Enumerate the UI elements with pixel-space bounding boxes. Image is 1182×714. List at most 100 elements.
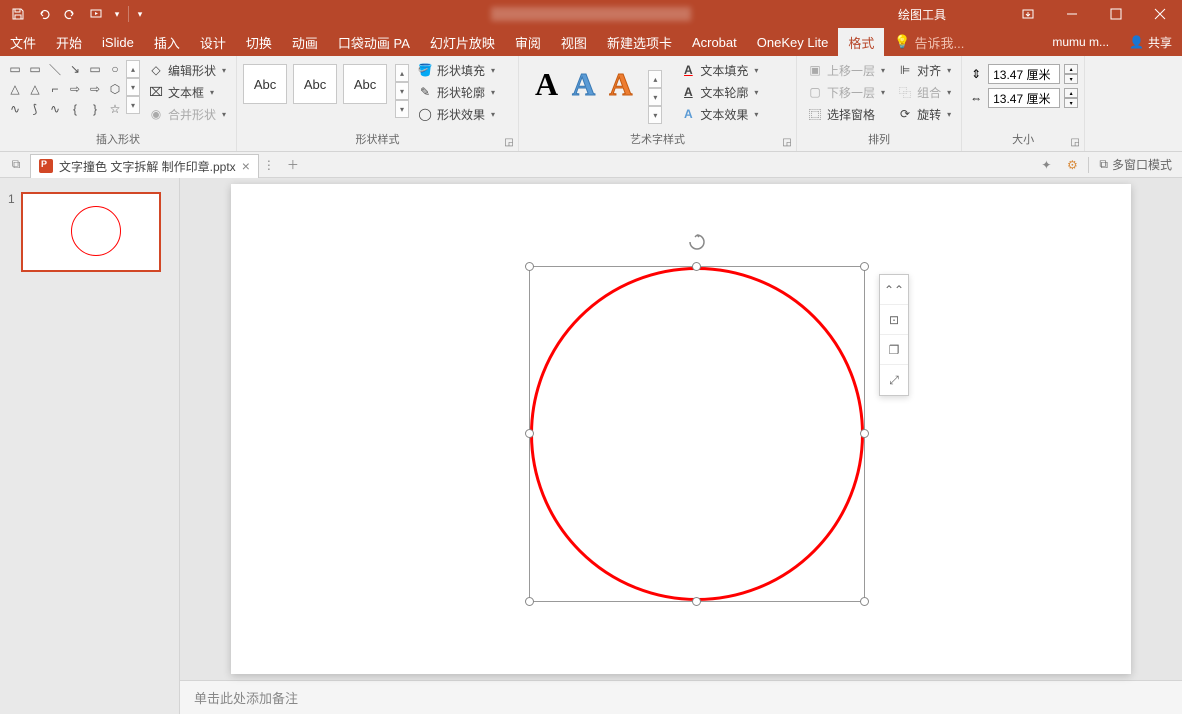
float-center-icon[interactable]: ⊡	[880, 305, 908, 335]
shape-styles-launcher-icon[interactable]: ◲	[502, 135, 516, 149]
qat-more-button[interactable]: ▾	[133, 2, 147, 26]
shape-line-icon[interactable]: ＼	[46, 60, 64, 78]
gallery-up-icon[interactable]: ▴	[126, 60, 140, 78]
style-swatch-1[interactable]: Abc	[243, 64, 287, 104]
wordart-style-3[interactable]: A	[609, 66, 632, 129]
text-box-button[interactable]: ⌧文本框▾	[144, 82, 230, 102]
handle-mr[interactable]	[860, 429, 869, 438]
style-swatch-2[interactable]: Abc	[293, 64, 337, 104]
shape-rect-icon[interactable]: ▭	[6, 60, 24, 78]
shape-tri2-icon[interactable]: △	[26, 80, 44, 98]
shape-hex-icon[interactable]: ⬡	[106, 80, 124, 98]
shape-circle-icon[interactable]: ○	[106, 60, 124, 78]
doc-tab-add-button[interactable]: ＋	[283, 155, 303, 175]
multi-window-button[interactable]: ⧉多窗口模式	[1095, 156, 1176, 173]
share-button[interactable]: 👤共享	[1119, 28, 1182, 56]
tell-me-button[interactable]: 💡告诉我...	[884, 28, 974, 56]
handle-br[interactable]	[860, 597, 869, 606]
user-name[interactable]: mumu m...	[1042, 28, 1119, 56]
shape-brace-icon[interactable]: {	[66, 100, 84, 118]
handle-tl[interactable]	[525, 262, 534, 271]
undo-button[interactable]	[32, 2, 56, 26]
maximize-button[interactable]	[1094, 0, 1138, 28]
shape-curve2-icon[interactable]: ⟆	[26, 100, 44, 118]
menu-review[interactable]: 审阅	[505, 28, 551, 56]
wordart-gallery[interactable]: A A A ▴ ▾ ▾	[525, 60, 672, 129]
wand-icon[interactable]: ✦	[1036, 155, 1056, 175]
doc-tab-close-icon[interactable]: ×	[242, 158, 250, 174]
menu-animations[interactable]: 动画	[282, 28, 328, 56]
edit-shape-button[interactable]: ◇编辑形状▾	[144, 60, 230, 80]
minimize-button[interactable]	[1050, 0, 1094, 28]
wordart-launcher-icon[interactable]: ◲	[780, 135, 794, 149]
height-input[interactable]: 13.47 厘米	[988, 64, 1060, 84]
menu-onekey[interactable]: OneKey Lite	[747, 28, 839, 56]
menu-home[interactable]: 开始	[46, 28, 92, 56]
menu-acrobat[interactable]: Acrobat	[682, 28, 747, 56]
menu-format[interactable]: 格式	[838, 28, 884, 56]
shape-elbow-icon[interactable]: ⌐	[46, 80, 64, 98]
menu-transitions[interactable]: 切换	[236, 28, 282, 56]
qat-customize-button[interactable]: ▾	[110, 2, 124, 26]
gallery-more-icon[interactable]: ▾	[126, 96, 140, 114]
handle-tr[interactable]	[860, 262, 869, 271]
shape-arrow2-icon[interactable]: ⇨	[86, 80, 104, 98]
handle-bl[interactable]	[525, 597, 534, 606]
handle-bm[interactable]	[692, 597, 701, 606]
shape-curve3-icon[interactable]: ∿	[46, 100, 64, 118]
text-fill-button[interactable]: A文本填充▾	[676, 60, 762, 80]
slide-canvas[interactable]: ⌃⌃ ⊡ ❐ ⤢	[231, 184, 1131, 674]
style-swatch-3[interactable]: Abc	[343, 64, 387, 104]
shape-arrow-icon[interactable]: ⇨	[66, 80, 84, 98]
menu-view[interactable]: 视图	[551, 28, 597, 56]
width-down-icon[interactable]: ▾	[1064, 98, 1078, 108]
circle-shape[interactable]	[530, 267, 864, 601]
slide-thumbnail[interactable]	[21, 192, 161, 272]
width-input[interactable]: 13.47 厘米	[988, 88, 1060, 108]
gallery-down-icon[interactable]: ▾	[126, 78, 140, 96]
text-effects-button[interactable]: A文本效果▾	[676, 104, 762, 124]
menu-pocket-anim[interactable]: 口袋动画 PA	[328, 28, 420, 56]
shape-rect2-icon[interactable]: ▭	[26, 60, 44, 78]
width-up-icon[interactable]: ▴	[1064, 88, 1078, 98]
close-button[interactable]	[1138, 0, 1182, 28]
float-layer-icon[interactable]: ❐	[880, 335, 908, 365]
shape-effects-button[interactable]: ◯形状效果▾	[413, 104, 499, 124]
doc-tab-menu-icon[interactable]: ⋮	[259, 158, 279, 172]
redo-button[interactable]	[58, 2, 82, 26]
float-export-icon[interactable]: ⤢	[880, 365, 908, 395]
style-up-icon[interactable]: ▴	[395, 64, 409, 82]
document-tab[interactable]: 文字撞色 文字拆解 制作印章.pptx ×	[30, 154, 259, 178]
rotate-button[interactable]: ⟳旋转▾	[893, 104, 955, 124]
rotation-handle[interactable]	[688, 233, 706, 251]
shape-line2-icon[interactable]: ↘	[66, 60, 84, 78]
style-down-icon[interactable]: ▾	[395, 82, 409, 100]
size-launcher-icon[interactable]: ◲	[1068, 135, 1082, 149]
wordart-style-1[interactable]: A	[535, 66, 558, 129]
menu-slideshow[interactable]: 幻灯片放映	[420, 28, 505, 56]
doc-home-button[interactable]: ⧉	[6, 155, 26, 175]
menu-file[interactable]: 文件	[0, 28, 46, 56]
shape-style-gallery[interactable]: Abc Abc Abc ▴ ▾ ▾	[243, 60, 409, 129]
align-button[interactable]: ⊫对齐▾	[893, 60, 955, 80]
ribbon-display-button[interactable]	[1006, 0, 1050, 28]
start-slideshow-button[interactable]	[84, 2, 108, 26]
save-button[interactable]	[6, 2, 30, 26]
shape-brace2-icon[interactable]: }	[86, 100, 104, 118]
shape-tri-icon[interactable]: △	[6, 80, 24, 98]
selection-box[interactable]	[529, 266, 865, 602]
shape-curve-icon[interactable]: ∿	[6, 100, 24, 118]
menu-new-tab[interactable]: 新建选项卡	[597, 28, 682, 56]
shapes-gallery[interactable]: ▭ ▭ ＼ ↘ ▭ ○ △ △ ⌐ ⇨ ⇨ ⬡ ∿ ⟆ ∿ { }	[6, 60, 124, 129]
settings-icon[interactable]: ⚙	[1062, 155, 1082, 175]
text-outline-button[interactable]: A文本轮廓▾	[676, 82, 762, 102]
menu-islide[interactable]: iSlide	[92, 28, 144, 56]
style-more-icon[interactable]: ▾	[395, 100, 409, 118]
selection-pane-button[interactable]: ⿴选择窗格	[803, 104, 889, 124]
handle-tm[interactable]	[692, 262, 701, 271]
height-down-icon[interactable]: ▾	[1064, 74, 1078, 84]
wa-up-icon[interactable]: ▴	[648, 70, 662, 88]
shape-fill-button[interactable]: 🪣形状填充▾	[413, 60, 499, 80]
shape-rect3-icon[interactable]: ▭	[86, 60, 104, 78]
slide-thumbnail-row[interactable]: 1	[8, 192, 171, 272]
